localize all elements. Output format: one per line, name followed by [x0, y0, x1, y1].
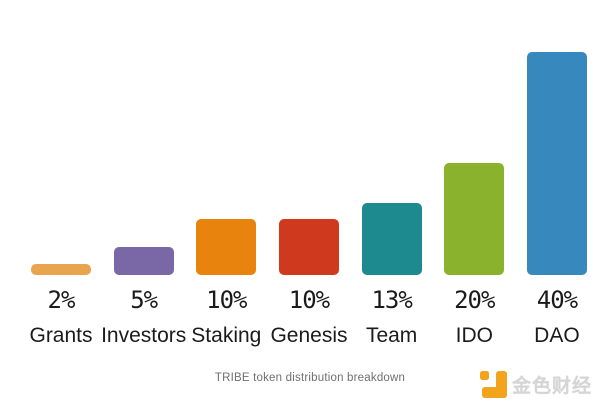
chart-column: 20% IDO: [444, 52, 505, 347]
chart-column: 2% Grants: [29, 52, 93, 347]
chart-column: 10% Genesis: [270, 52, 348, 347]
bar-dao: [526, 52, 587, 275]
chart-caption: TRIBE token distribution breakdown: [214, 372, 406, 384]
watermark-text: 金色财经: [511, 376, 592, 397]
chart-column: 10% Staking: [191, 52, 261, 347]
bar-zone: [31, 52, 91, 275]
chart-column: 5% Investors: [101, 52, 186, 347]
bar-value-label: 10%: [206, 286, 247, 314]
bar-genesis: [278, 219, 339, 275]
bar-zone: [361, 52, 422, 275]
bar-value-label: 40%: [536, 286, 578, 314]
bar-chart: 2% Grants 5% Investors 10% Staking 10% G…: [29, 52, 587, 347]
bar-category-label: Team: [365, 324, 418, 347]
bar-value-label: 2%: [47, 286, 76, 314]
logo-horizontal-shape: [481, 387, 507, 398]
bar-category-label: Staking: [191, 324, 262, 347]
bar-zone: [444, 52, 505, 275]
chart-column: 40% DAO: [526, 52, 587, 347]
bar-category-label: IDO: [455, 324, 493, 347]
bar-zone: [196, 52, 257, 275]
bar-value-label: 10%: [288, 286, 330, 314]
bar-category-label: Investors: [101, 324, 187, 347]
bar-investors: [113, 247, 174, 275]
jinse-caijing-logo-icon: [479, 371, 507, 398]
bar-zone: [278, 52, 339, 275]
bar-category-label: Grants: [29, 324, 93, 347]
bar-zone: [113, 52, 174, 275]
bar-value-label: 20%: [454, 286, 495, 314]
bar-category-label: Genesis: [270, 324, 348, 347]
bar-category-label: DAO: [534, 324, 580, 347]
watermark: 金色财经: [479, 371, 592, 398]
bar-team: [361, 203, 422, 275]
chart-column: 13% Team: [361, 52, 422, 347]
bar-value-label: 5%: [130, 286, 158, 314]
logo-dot-shape: [479, 371, 489, 380]
bar-value-label: 13%: [371, 286, 412, 314]
bar-ido: [444, 163, 505, 275]
bar-staking: [196, 219, 257, 275]
bar-zone: [526, 52, 587, 275]
bar-grants: [31, 264, 91, 275]
logo-vertical-shape: [495, 371, 507, 398]
